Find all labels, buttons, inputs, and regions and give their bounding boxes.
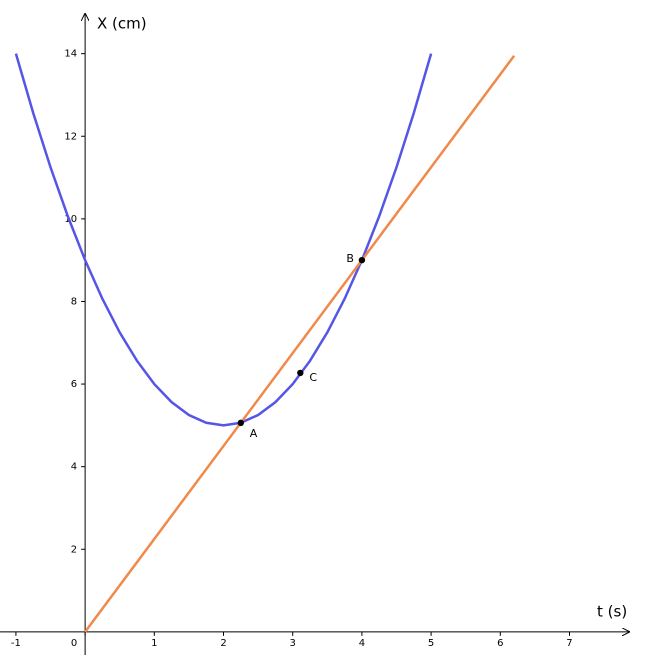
x-tick-label: 1 — [151, 638, 157, 649]
x-tick-label: 6 — [497, 638, 503, 649]
point — [358, 256, 366, 264]
point-label: B — [346, 252, 354, 265]
point — [297, 369, 304, 377]
y-tick-label: 10 — [64, 214, 77, 225]
x-tick-label: -1 — [11, 638, 21, 649]
y-tick-label: 14 — [64, 49, 77, 60]
x-tick-label: 7 — [566, 638, 572, 649]
y-tick-label: 6 — [71, 379, 77, 390]
y-tick-label: 8 — [71, 296, 77, 307]
point — [237, 419, 245, 427]
x-tick-label: 3 — [290, 638, 296, 649]
y-axis-label: X (cm) — [97, 15, 147, 33]
x-tick-label: 2 — [220, 638, 226, 649]
point-label: C — [309, 371, 317, 384]
curve — [84, 54, 516, 633]
y-tick-label: 12 — [64, 131, 77, 142]
x-tick-label: 5 — [428, 638, 434, 649]
point-label: A — [250, 427, 258, 440]
x-tick-label: 0 — [71, 638, 77, 649]
curve — [14, 53, 433, 427]
y-tick-label: 4 — [71, 462, 77, 473]
x-axis-label: t (s) — [597, 603, 627, 621]
x-tick-label: 4 — [359, 638, 365, 649]
y-tick-label: 2 — [71, 544, 77, 555]
